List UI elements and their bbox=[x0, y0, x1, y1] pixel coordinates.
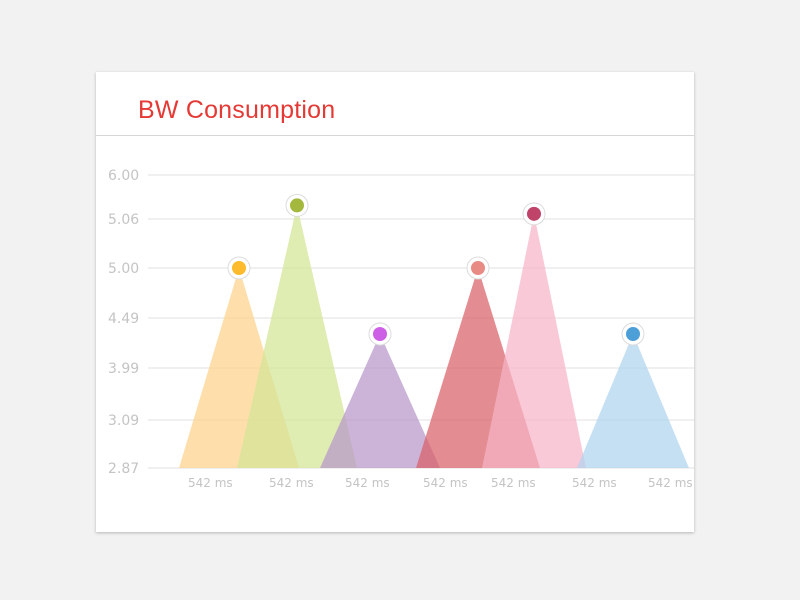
chart-peaks bbox=[179, 205, 689, 468]
chart-card: BW Consumption 2.87 3.09 3.99 4.49 5.00 5.06 6… bbox=[96, 72, 694, 532]
y-tick-label: 3.99 bbox=[108, 361, 139, 377]
peak-marker-dot bbox=[626, 327, 640, 341]
peak-marker-dot bbox=[232, 261, 246, 275]
peak-marker-dot bbox=[290, 198, 304, 213]
chart-title: BW Consumption bbox=[138, 96, 336, 124]
x-tick-label: 542 ms bbox=[188, 476, 233, 490]
x-tick-label: 542 ms bbox=[648, 476, 693, 490]
chart-canvas: 2.873.093.994.495.005.066.00 542 ms 542 m… bbox=[108, 168, 694, 490]
y-tick-label: 5.00 bbox=[108, 261, 139, 277]
title-divider bbox=[96, 135, 694, 136]
peak-area bbox=[577, 334, 689, 468]
chart-markers bbox=[227, 193, 645, 346]
y-tick-label: 3.09 bbox=[108, 413, 139, 429]
x-axis-labels: 542 ms 542 ms 542 ms 542 ms 542 ms 542 ms 542 … bbox=[188, 476, 693, 490]
y-tick-label: 5.06 bbox=[108, 212, 139, 228]
y-tick-label: 2.87 bbox=[108, 461, 139, 477]
peak-marker-dot bbox=[527, 206, 541, 221]
peak-area bbox=[482, 213, 586, 468]
peak-area bbox=[237, 205, 357, 468]
peak-marker-dot bbox=[373, 327, 387, 341]
x-tick-label: 542 ms bbox=[345, 476, 390, 490]
y-axis-labels: 2.87 3.09 3.99 4.49 5.00 5.06 6.00 bbox=[108, 168, 139, 477]
x-tick-label: 542 ms bbox=[423, 476, 468, 490]
y-tick-label: 6.00 bbox=[108, 168, 139, 184]
y-tick-label: 4.49 bbox=[108, 311, 139, 327]
x-tick-label: 542 ms bbox=[269, 476, 314, 490]
x-tick-label: 542 ms bbox=[572, 476, 617, 490]
peak-marker-dot bbox=[471, 261, 485, 275]
x-tick-label: 542 ms bbox=[491, 476, 536, 490]
peak-area bbox=[320, 334, 440, 468]
